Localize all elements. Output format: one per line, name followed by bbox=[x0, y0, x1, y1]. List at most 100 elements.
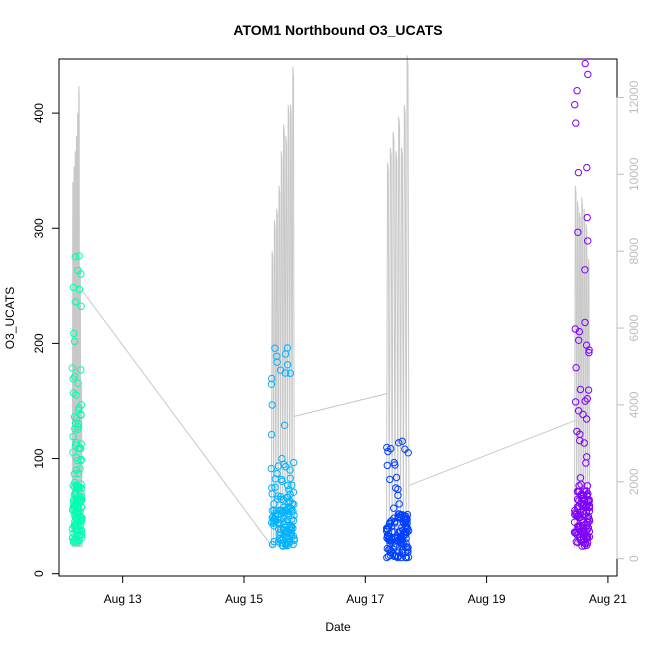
data-point bbox=[283, 361, 292, 369]
data-point bbox=[268, 490, 276, 498]
data-point bbox=[574, 511, 583, 519]
data-point bbox=[583, 163, 591, 172]
data-point bbox=[282, 528, 291, 536]
y-tick-label: 300 bbox=[32, 218, 46, 238]
y-axis-label: O3_UCATS bbox=[3, 287, 17, 349]
data-point bbox=[72, 481, 81, 489]
data-point bbox=[570, 528, 579, 536]
data-point bbox=[578, 542, 586, 550]
data-point bbox=[571, 398, 580, 406]
data-point bbox=[273, 352, 281, 360]
y2-tick-label: 2000 bbox=[627, 468, 641, 495]
data-point bbox=[72, 466, 81, 474]
data-point bbox=[267, 464, 275, 473]
data-point bbox=[583, 453, 591, 461]
data-point bbox=[286, 537, 294, 546]
y-tick-label: 0 bbox=[32, 570, 46, 577]
data-point bbox=[385, 546, 393, 554]
data-point bbox=[74, 423, 82, 431]
data-point bbox=[277, 475, 286, 484]
data-point bbox=[77, 445, 85, 453]
data-point bbox=[77, 411, 85, 419]
data-point bbox=[581, 397, 589, 405]
data-point bbox=[386, 475, 394, 484]
data-point bbox=[574, 168, 583, 177]
data-point bbox=[76, 483, 84, 491]
data-point bbox=[276, 534, 284, 542]
data-point bbox=[77, 526, 85, 534]
y2-tick-label: 0 bbox=[627, 555, 641, 562]
data-point bbox=[267, 518, 276, 527]
data-point bbox=[69, 536, 78, 545]
data-point bbox=[279, 542, 287, 550]
data-point bbox=[287, 526, 295, 535]
data-point bbox=[583, 482, 592, 490]
altitude-trace-3 bbox=[386, 55, 410, 548]
data-point bbox=[76, 493, 84, 501]
data-point bbox=[267, 380, 276, 388]
data-point bbox=[286, 474, 294, 482]
data-point bbox=[581, 59, 589, 68]
data-point bbox=[585, 346, 593, 354]
data-point bbox=[574, 407, 583, 415]
altitude-transit-line-2 bbox=[293, 392, 388, 417]
x-tick-label: Aug 13 bbox=[104, 592, 142, 606]
data-point bbox=[390, 514, 398, 522]
data-point bbox=[276, 520, 284, 528]
y-tick-label: 100 bbox=[32, 448, 46, 468]
x-tick-label: Aug 17 bbox=[346, 592, 384, 606]
data-point bbox=[583, 395, 591, 403]
data-point bbox=[72, 453, 81, 462]
data-point bbox=[283, 516, 291, 524]
data-point bbox=[581, 318, 589, 327]
data-point bbox=[395, 535, 403, 543]
data-point bbox=[280, 421, 289, 429]
data-point bbox=[402, 530, 410, 538]
data-point bbox=[578, 502, 586, 510]
data-point bbox=[72, 298, 80, 306]
y2-tick-label: 10000 bbox=[627, 157, 641, 191]
x-tick-label: Aug 21 bbox=[589, 592, 627, 606]
data-point bbox=[77, 270, 85, 278]
data-point bbox=[75, 531, 84, 539]
data-point bbox=[286, 490, 294, 498]
data-point bbox=[271, 483, 279, 492]
data-point bbox=[576, 474, 585, 482]
data-point bbox=[286, 369, 294, 377]
data-point bbox=[574, 228, 582, 237]
data-point bbox=[282, 463, 290, 471]
data-point bbox=[577, 491, 585, 500]
data-point bbox=[268, 401, 276, 409]
data-point bbox=[572, 364, 580, 372]
data-point bbox=[580, 439, 588, 447]
data-point bbox=[290, 458, 298, 467]
data-point bbox=[573, 512, 582, 520]
data-point bbox=[71, 372, 79, 381]
data-point bbox=[69, 495, 78, 504]
data-point bbox=[585, 348, 593, 357]
ozone-points bbox=[68, 59, 594, 562]
data-point bbox=[575, 487, 583, 496]
chart-title: ATOM1 Northbound O3_UCATS bbox=[233, 22, 442, 38]
data-point bbox=[394, 485, 402, 493]
data-point bbox=[403, 523, 411, 531]
data-point bbox=[383, 461, 391, 470]
data-point bbox=[70, 337, 79, 346]
data-point bbox=[395, 500, 403, 508]
data-point bbox=[76, 465, 84, 473]
data-point bbox=[287, 522, 295, 530]
data-point bbox=[282, 517, 290, 526]
data-point bbox=[75, 252, 83, 260]
data-point bbox=[571, 325, 579, 333]
data-point bbox=[69, 432, 77, 441]
altitude-trace-2 bbox=[270, 66, 295, 548]
data-point bbox=[284, 481, 292, 490]
x-tick-label: Aug 19 bbox=[468, 592, 506, 606]
data-point bbox=[276, 366, 285, 374]
data-point bbox=[77, 366, 85, 374]
data-point bbox=[398, 548, 406, 557]
data-point bbox=[77, 401, 86, 409]
y2-tick-label: 8000 bbox=[627, 238, 641, 265]
data-point bbox=[77, 302, 85, 310]
data-point bbox=[584, 512, 592, 520]
